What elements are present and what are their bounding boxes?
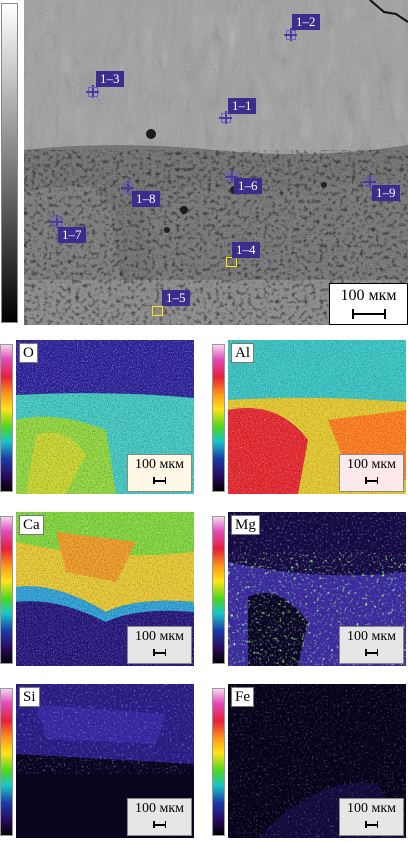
map-scale-label: 100 мкм [134, 801, 185, 816]
map-scale: 100 мкм [127, 626, 192, 664]
sem-scale-bar [352, 309, 386, 319]
point-label-1-8: 1–8 [132, 191, 160, 207]
o-map-image [16, 340, 194, 494]
point-marker-1-2 [284, 28, 297, 41]
ca-map-image [16, 512, 194, 666]
point-label-1-7: 1–7 [58, 227, 86, 243]
map-scale-bar [365, 649, 378, 655]
point-label-1-2: 1–2 [292, 14, 320, 30]
point-label-1-1: 1–1 [228, 98, 256, 114]
map-scale-label: 100 мкм [346, 801, 397, 816]
color-scale-bar [212, 516, 225, 664]
point-label-1-5: 1–5 [162, 290, 190, 306]
sem-scale-box: 100 мкм [329, 283, 408, 325]
point-marker-1-9 [363, 175, 376, 188]
color-scale-bar [0, 344, 13, 492]
color-scale-bar [0, 516, 13, 664]
map-scale: 100 мкм [339, 798, 404, 836]
map-scale-bar [153, 649, 166, 655]
map-scale: 100 мкм [339, 626, 404, 664]
element-label: Al [231, 343, 254, 363]
fe-map-image [228, 684, 406, 838]
si-map-image [16, 684, 194, 838]
element-label: O [19, 343, 38, 363]
point-marker-1-1 [219, 111, 232, 124]
point-box-1-4 [226, 257, 237, 267]
element-map-fe: Fe 100 мкм [212, 684, 406, 838]
point-marker-1-3 [86, 85, 99, 98]
point-marker-1-7 [50, 215, 63, 228]
element-map-o: O 100 мкм [0, 340, 194, 494]
map-scale-bar [365, 821, 378, 827]
point-label-1-4: 1–4 [232, 242, 260, 258]
sem-panel: 1–2 1–3 1–1 1–6 1–8 1–9 1–7 1–4 1–5 100 … [0, 0, 408, 325]
point-label-1-6: 1–6 [234, 178, 262, 194]
map-scale: 100 мкм [127, 454, 192, 492]
point-marker-1-6 [225, 170, 238, 183]
point-label-1-3: 1–3 [96, 71, 124, 87]
element-map-si: Si 100 мкм [0, 684, 194, 838]
map-scale: 100 мкм [339, 454, 404, 492]
map-scale-bar [365, 477, 378, 483]
map-scale-label: 100 мкм [346, 457, 397, 472]
point-label-1-9: 1–9 [372, 185, 400, 201]
sem-scale-label: 100 мкм [340, 287, 397, 304]
color-scale-bar [212, 688, 225, 836]
color-scale-bar [0, 688, 13, 836]
map-scale-label: 100 мкм [346, 629, 397, 644]
map-scale-label: 100 мкм [134, 629, 185, 644]
sem-image: 1–2 1–3 1–1 1–6 1–8 1–9 1–7 1–4 1–5 100 … [24, 0, 408, 325]
color-scale-bar [212, 344, 225, 492]
element-map-ca: Ca 100 мкм [0, 512, 194, 666]
map-scale-label: 100 мкм [134, 457, 185, 472]
map-scale-bar [153, 821, 166, 827]
element-label: Mg [231, 515, 260, 535]
map-scale-bar [153, 477, 166, 483]
point-box-1-5 [152, 306, 163, 316]
element-label: Fe [231, 687, 254, 707]
element-map-mg: Mg 100 мкм [212, 512, 406, 666]
map-scale: 100 мкм [127, 798, 192, 836]
element-label: Si [19, 687, 40, 707]
grayscale-bar [1, 3, 18, 323]
point-marker-1-8 [121, 181, 134, 194]
sem-texture [24, 0, 408, 325]
element-map-al: Al 100 мкм [212, 340, 406, 494]
element-label: Ca [19, 515, 44, 535]
